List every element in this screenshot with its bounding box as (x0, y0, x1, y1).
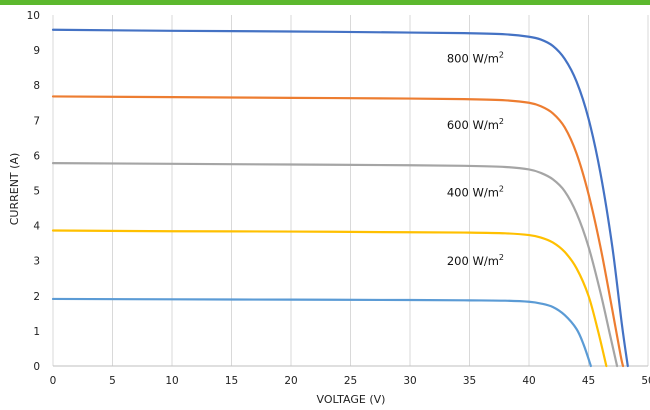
y-tick-label: 7 (33, 115, 40, 127)
curve-label-superscript: 2 (499, 185, 504, 194)
x-tick-label: 40 (522, 375, 535, 387)
y-tick-label: 3 (33, 256, 40, 268)
grid-layer (52, 15, 649, 367)
curve-label: 600 W/m2 (447, 117, 504, 132)
curve-label-superscript: 2 (499, 50, 504, 59)
x-tick-label: 45 (582, 375, 595, 387)
series-line (51, 95, 625, 368)
curve-label-superscript: 2 (499, 117, 504, 126)
y-tick-label: 6 (33, 150, 40, 162)
series-line (51, 162, 619, 368)
y-tick-label: 4 (33, 221, 40, 233)
series-line (51, 297, 592, 368)
y-tick-label: 10 (27, 10, 40, 22)
x-tick-label: 10 (165, 375, 178, 387)
series-line (51, 229, 608, 368)
top-accent-bar (0, 0, 650, 5)
x-tick-label: 35 (463, 375, 476, 387)
curve-label-text: 200 W/m (447, 254, 499, 268)
x-tick-label: 20 (284, 375, 297, 387)
curve-label: 200 W/m2 (447, 253, 504, 268)
x-tick-label: 5 (109, 375, 116, 387)
series-line (51, 28, 629, 368)
x-tick-label: 50 (641, 375, 650, 387)
curve-label: 800 W/m2 (447, 50, 504, 65)
series-layer (51, 28, 629, 368)
y-tick-label: 5 (33, 186, 40, 198)
curve-label-superscript: 2 (499, 253, 504, 262)
tick-layer: 05101520253035404550012345678910 (27, 10, 650, 387)
y-tick-label: 0 (33, 361, 40, 373)
curve-label-text: 800 W/m (447, 51, 499, 65)
y-tick-label: 9 (33, 45, 40, 57)
y-tick-label: 2 (33, 291, 40, 303)
x-tick-label: 0 (50, 375, 57, 387)
curve-label-text: 600 W/m (447, 118, 499, 132)
curve-label-text: 400 W/m (447, 186, 499, 200)
curve-label: 400 W/m2 (447, 185, 504, 200)
x-axis-title: VOLTAGE (V) (317, 393, 386, 406)
y-tick-label: 1 (33, 326, 40, 338)
x-tick-label: 15 (225, 375, 238, 387)
x-tick-label: 25 (344, 375, 357, 387)
y-tick-label: 8 (33, 80, 40, 92)
x-tick-label: 30 (403, 375, 416, 387)
y-axis-title: CURRENT (A) (8, 153, 21, 226)
